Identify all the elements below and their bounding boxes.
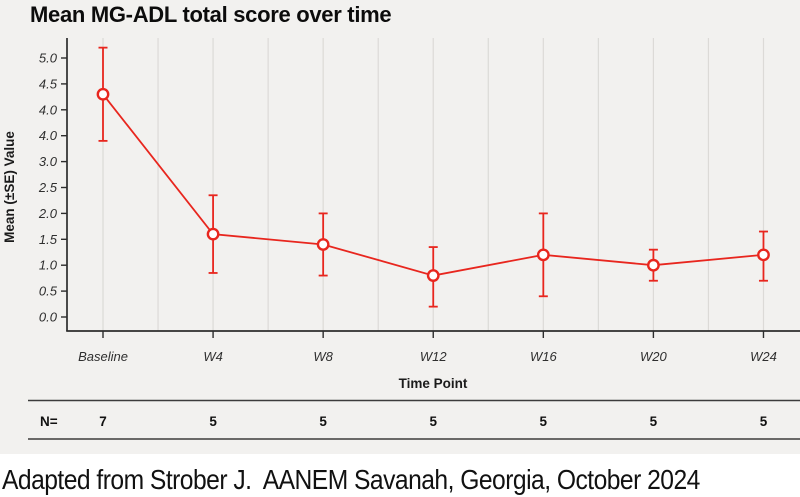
- data-point-marker: [426, 269, 440, 282]
- x-tick-label: W8: [313, 349, 333, 364]
- x-tick-label: Baseline: [78, 349, 128, 364]
- y-tick-label: 0.5: [39, 284, 58, 299]
- chart-title: Mean MG-ADL total score over time: [30, 2, 392, 27]
- y-tick-label: 0.0: [39, 310, 58, 325]
- mg-adl-line-chart: Mean (±SE) Value Time Point N= 0.0 0.5 1.0…: [2, 38, 800, 440]
- y-tick-label: 2.5: [38, 180, 58, 195]
- data-point-marker: [536, 248, 550, 262]
- y-tick-label: 1.0: [39, 258, 58, 273]
- y-tick-label: 4.5: [39, 76, 58, 91]
- data-point-marker: [647, 258, 660, 272]
- x-tick-label: W16: [530, 349, 558, 364]
- y-tick-label: 5.0: [39, 51, 58, 66]
- n-value: 5: [209, 414, 217, 429]
- chart-panel: Mean MG-ADL total score over time Mean (…: [0, 0, 800, 454]
- source-caption: Adapted from Strober J. AANEM Savanah, G…: [2, 464, 700, 495]
- x-tick-label: W4: [203, 349, 223, 364]
- x-axis-title: Time Point: [399, 376, 468, 391]
- n-value: 5: [429, 414, 437, 429]
- footer-strip: Adapted from Strober J. AANEM Savanah, G…: [0, 454, 800, 497]
- n-value: 5: [760, 414, 768, 429]
- data-point-marker: [96, 87, 110, 101]
- n-value: 7: [99, 414, 107, 429]
- y-axis-title: Mean (±SE) Value: [2, 131, 17, 243]
- n-row-label: N=: [40, 414, 58, 429]
- data-point-marker: [316, 238, 330, 251]
- data-point-marker: [206, 227, 220, 241]
- x-tick-label: W12: [420, 349, 448, 364]
- n-value: 5: [650, 414, 658, 429]
- data-point-marker: [757, 248, 770, 262]
- x-tick-label: W20: [640, 349, 668, 364]
- n-value: 5: [540, 414, 548, 429]
- x-tick-label: W24: [750, 349, 777, 364]
- y-tick-label: 1.5: [39, 232, 58, 247]
- y-tick-label: 3.0: [39, 154, 58, 169]
- n-value: 5: [319, 414, 327, 429]
- y-tick-label: 2.0: [38, 206, 58, 221]
- y-tick-label: 4.0: [39, 128, 58, 143]
- y-tick-label: 4.0: [39, 102, 58, 117]
